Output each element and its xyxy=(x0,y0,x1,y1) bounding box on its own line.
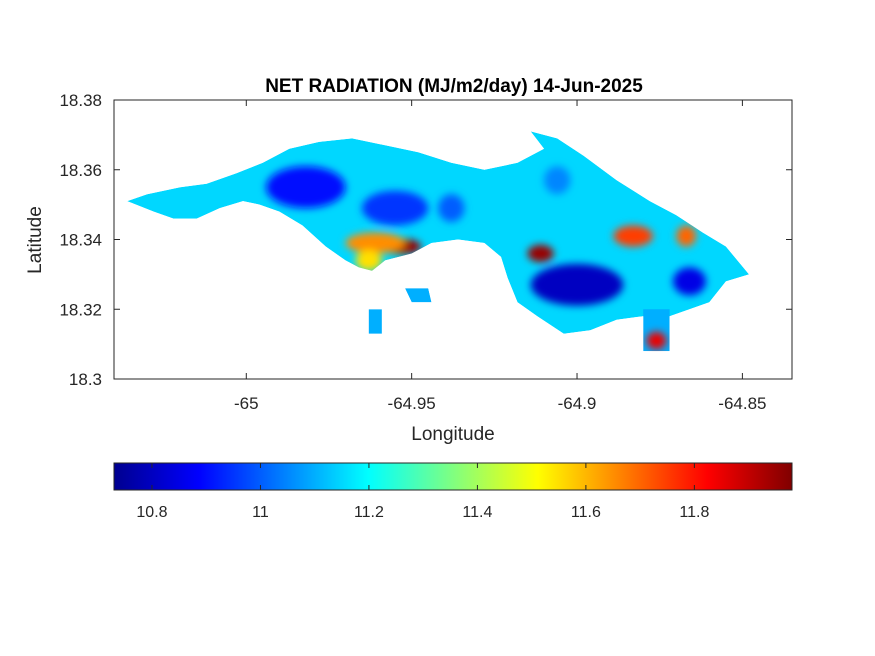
cold-spot xyxy=(266,166,346,209)
chart-title: NET RADIATION (MJ/m2/day) 14-Jun-2025 xyxy=(265,76,643,97)
y-tick-label: 18.36 xyxy=(59,161,102,180)
cold-spot xyxy=(530,263,624,306)
y-axis-title: Latitude xyxy=(25,206,46,274)
cold-spot xyxy=(673,267,706,296)
islet xyxy=(405,288,432,303)
x-tick-label: -64.85 xyxy=(718,394,766,413)
colorbar-tick-label: 11.8 xyxy=(679,504,709,521)
colorbar-tick-label: 11.4 xyxy=(462,504,492,521)
value-blobs xyxy=(266,166,706,350)
hot-spot xyxy=(527,244,554,263)
colorbar-tick-label: 11 xyxy=(252,504,269,521)
hot-spot xyxy=(613,225,653,247)
x-tick-label: -65 xyxy=(234,394,259,413)
map-layer xyxy=(127,131,749,352)
y-axis-ticks: 18.3 18.32 18.34 18.36 18.38 xyxy=(59,91,792,389)
x-tick-label: -64.95 xyxy=(388,394,436,413)
hot-spot xyxy=(355,249,382,271)
hot-spot xyxy=(345,232,406,254)
colorbar-tick-label: 11.6 xyxy=(571,504,601,521)
y-tick-label: 18.38 xyxy=(59,91,102,110)
x-axis-ticks: -65 -64.95 -64.9 -64.85 xyxy=(234,100,766,413)
y-tick-label: 18.3 xyxy=(69,370,102,389)
hot-spot xyxy=(676,225,697,247)
x-axis-title: Longitude xyxy=(411,424,494,445)
colorbar-tick-label: 10.8 xyxy=(136,504,167,521)
radiation-field xyxy=(127,131,749,352)
colorbar-ticks: 10.8 11 11.2 11.4 11.6 11.8 xyxy=(136,463,709,521)
colorbar: 10.8 11 11.2 11.4 11.6 11.8 xyxy=(113,462,793,521)
colorbar-tick-label: 11.2 xyxy=(354,504,384,521)
cold-spot xyxy=(438,194,465,223)
cold-spot xyxy=(362,190,429,226)
cold-spot xyxy=(544,166,571,195)
y-tick-label: 18.32 xyxy=(59,300,102,319)
islet xyxy=(368,309,382,334)
hot-spot xyxy=(646,331,667,350)
x-tick-label: -64.9 xyxy=(558,394,597,413)
colorbar-gradient-bar xyxy=(113,462,793,491)
y-tick-label: 18.34 xyxy=(59,231,102,250)
